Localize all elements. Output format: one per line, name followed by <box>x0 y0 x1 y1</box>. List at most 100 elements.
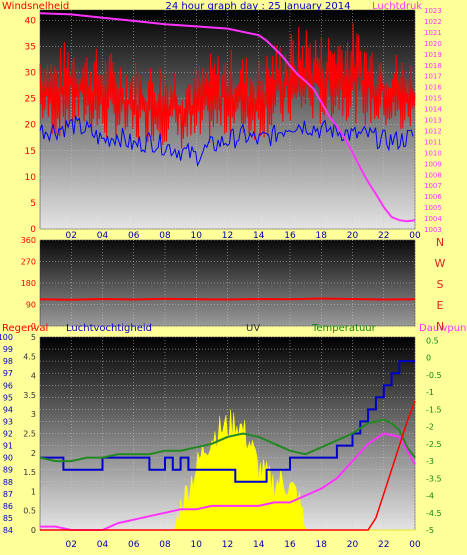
x-tick-label: 12 <box>222 231 233 241</box>
temperature-tick-label: -4 <box>426 492 434 501</box>
uv-tick-label: 1.5 <box>23 468 36 477</box>
pressure-tick-label: 1008 <box>424 171 442 179</box>
x-tick-label: 22 <box>378 540 389 550</box>
compass-s: S <box>437 278 444 291</box>
temperature-tick-label: -0.5 <box>426 371 442 380</box>
direction-grid <box>40 239 416 327</box>
temperature-tick-label: -3 <box>426 457 434 466</box>
humidity-tick-label: 99 <box>3 345 13 354</box>
uv-tick-label: 0 <box>31 526 36 535</box>
wind-average-line <box>39 114 414 167</box>
uv-tick-label: 5 <box>31 333 36 342</box>
compass-n-top: N <box>436 236 444 249</box>
humidity-tick-label: 93 <box>3 417 13 426</box>
humidity-tick-label: 100 <box>0 333 13 342</box>
humidity-tick-label: 94 <box>3 405 13 414</box>
humidity-tick-label: 90 <box>3 454 13 463</box>
humidity-tick-label: 84 <box>3 526 13 535</box>
x-tick-label: 04 <box>97 540 109 550</box>
humidity-tick-label: 88 <box>3 478 13 487</box>
pressure-tick-label: 1005 <box>424 204 442 212</box>
x-tick-label: 00 <box>409 540 421 550</box>
misc-series <box>39 360 416 531</box>
wind-speed-line <box>39 23 416 149</box>
compass-n-bottom: N <box>436 320 444 333</box>
x-tick-label: 08 <box>159 231 171 241</box>
x-tick-label: 22 <box>378 231 389 241</box>
humidity-tick-label: 95 <box>3 393 13 402</box>
pressure-tick-label: 1009 <box>424 160 442 168</box>
x-tick-label: 02 <box>66 540 77 550</box>
x-tick-label: 10 <box>191 231 203 241</box>
x-tick-label: 10 <box>191 540 203 550</box>
temperature-tick-label: -5 <box>426 526 434 535</box>
uv-tick-label: 1 <box>31 487 36 496</box>
uv-tick-label: 3.5 <box>23 391 36 400</box>
direction-tick-label: 90 <box>26 301 36 310</box>
uv-tick-label: 2 <box>31 449 36 458</box>
x-tick-label: 06 <box>128 540 140 550</box>
wind-tick-label: 15 <box>25 147 36 157</box>
x-tick-label: 08 <box>159 540 171 550</box>
humidity-tick-label: 86 <box>3 502 13 511</box>
pressure-line <box>39 12 416 223</box>
pressure-tick-label: 1017 <box>424 73 442 81</box>
pressure-tick-label: 1015 <box>424 95 442 103</box>
pressure-tick-label: 1004 <box>424 215 442 223</box>
uv-tick-label: 4 <box>31 372 36 381</box>
wind-axis-label: Windsnelheid <box>2 1 69 12</box>
wind-direction-line <box>39 297 416 301</box>
uv-tick-label: 0.5 <box>23 507 36 516</box>
x-tick-label: 18 <box>316 540 328 550</box>
uv-tick-label: 4.5 <box>23 352 36 361</box>
x-tick-label: 06 <box>128 231 140 241</box>
pressure-tick-label: 1021 <box>424 29 442 37</box>
humidity-tick-label: 87 <box>3 490 13 499</box>
uv-tick-label: 2.5 <box>23 430 36 439</box>
wind-tick-label: 20 <box>25 121 37 131</box>
pressure-tick-label: 1010 <box>424 149 442 157</box>
pressure-tick-label: 1016 <box>424 84 442 92</box>
legend-rain: Regenval <box>2 323 48 334</box>
pressure-tick-label: 1012 <box>424 127 442 135</box>
legend-uv: UV <box>246 323 260 334</box>
pressure-tick-label: 1020 <box>424 40 442 48</box>
legend-dewpoint: Dauwpunt <box>419 323 467 334</box>
x-tick-label: 12 <box>222 540 233 550</box>
direction-series <box>39 297 416 301</box>
uv-tick-label: 3 <box>31 410 36 419</box>
wind-tick-label: 25 <box>25 95 36 105</box>
temperature-tick-label: -3.5 <box>426 474 442 483</box>
legend-temperature: Temperatuur <box>311 323 377 334</box>
direction-tick-label: 270 <box>21 258 36 267</box>
x-tick-label: 04 <box>97 231 109 241</box>
wind-tick-label: 40 <box>25 16 37 26</box>
direction-tick-label: 0 <box>31 322 36 331</box>
dewpoint-line <box>40 432 416 531</box>
x-tick-label: 14 <box>253 540 265 550</box>
tick-labels: 0202040406060808101012121414161618182020… <box>0 7 442 550</box>
humidity-tick-label: 98 <box>3 357 13 366</box>
pressure-axis-label: Luchtdruk <box>372 1 422 12</box>
x-tick-label: 18 <box>316 231 328 241</box>
temperature-tick-label: -4.5 <box>426 509 442 518</box>
pressure-tick-label: 1014 <box>424 106 442 114</box>
humidity-tick-label: 91 <box>3 442 13 451</box>
temperature-tick-label: -2.5 <box>426 440 442 449</box>
pressure-tick-label: 1006 <box>424 193 442 201</box>
wind-series <box>39 12 416 223</box>
chart-title: 24 hour graph day : 25 January 2014 <box>166 1 351 12</box>
humidity-tick-label: 97 <box>3 369 13 378</box>
compass-e: E <box>437 299 444 312</box>
pressure-tick-label: 1019 <box>424 51 442 59</box>
wind-tick-label: 5 <box>30 199 36 209</box>
pressure-tick-label: 1011 <box>424 138 442 146</box>
wind-tick-label: 30 <box>25 69 37 79</box>
wind-tick-label: 35 <box>25 43 36 53</box>
pressure-tick-label: 1022 <box>424 18 442 26</box>
temperature-tick-label: -1 <box>426 388 434 397</box>
temperature-tick-label: 0 <box>426 354 431 363</box>
humidity-tick-label: 92 <box>3 430 13 439</box>
wind-tick-label: 10 <box>25 173 37 183</box>
